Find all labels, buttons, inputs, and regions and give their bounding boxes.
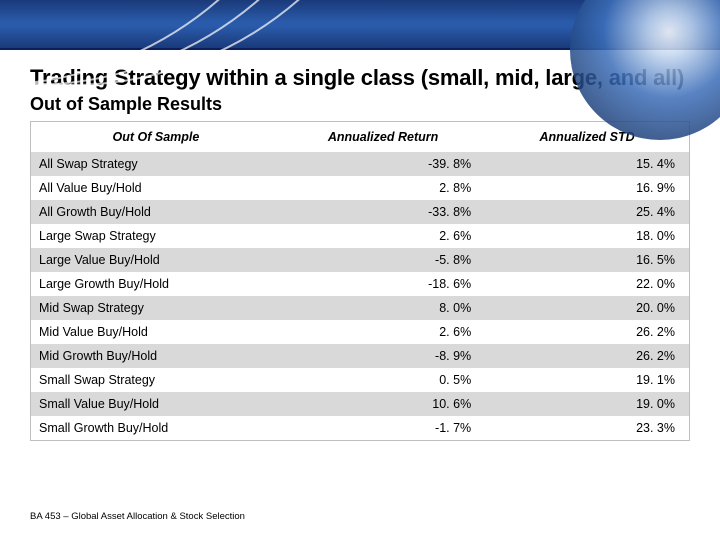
cell-return: 2. 6% (281, 320, 485, 344)
cell-return: -33. 8% (281, 200, 485, 224)
table-row: Small Swap Strategy0. 5%19. 1% (31, 368, 690, 392)
cell-strategy: Small Swap Strategy (31, 368, 281, 392)
cell-return: 10. 6% (281, 392, 485, 416)
table-body: All Swap Strategy-39. 8%15. 4%All Value … (31, 152, 690, 441)
cell-std: 20. 0% (485, 296, 689, 320)
table-row: All Value Buy/Hold2. 8%16. 9% (31, 176, 690, 200)
col-header-return: Annualized Return (281, 121, 485, 152)
cell-strategy: Large Swap Strategy (31, 224, 281, 248)
cell-strategy: Large Value Buy/Hold (31, 248, 281, 272)
table-header-row: Out Of Sample Annualized Return Annualiz… (31, 121, 690, 152)
cell-std: 19. 0% (485, 392, 689, 416)
table-row: All Growth Buy/Hold-33. 8%25. 4% (31, 200, 690, 224)
cell-strategy: Small Growth Buy/Hold (31, 416, 281, 441)
cell-std: 25. 4% (485, 200, 689, 224)
cell-return: -8. 9% (281, 344, 485, 368)
table-row: Large Growth Buy/Hold-18. 6%22. 0% (31, 272, 690, 296)
table-row: Mid Growth Buy/Hold-8. 9%26. 2% (31, 344, 690, 368)
cell-std: 15. 4% (485, 152, 689, 176)
table-row: Mid Swap Strategy8. 0%20. 0% (31, 296, 690, 320)
table-row: Large Value Buy/Hold-5. 8%16. 5% (31, 248, 690, 272)
cell-strategy: Mid Growth Buy/Hold (31, 344, 281, 368)
cell-return: -5. 8% (281, 248, 485, 272)
cell-std: 16. 9% (485, 176, 689, 200)
cell-return: 8. 0% (281, 296, 485, 320)
cell-strategy: Large Growth Buy/Hold (31, 272, 281, 296)
cell-std: 23. 3% (485, 416, 689, 441)
top-banner (0, 0, 720, 48)
cell-std: 22. 0% (485, 272, 689, 296)
cell-strategy: Mid Value Buy/Hold (31, 320, 281, 344)
cell-std: 16. 5% (485, 248, 689, 272)
cell-strategy: All Value Buy/Hold (31, 176, 281, 200)
col-header-strategy: Out Of Sample (31, 121, 281, 152)
table-row: Large Swap Strategy2. 6%18. 0% (31, 224, 690, 248)
cell-std: 19. 1% (485, 368, 689, 392)
table-row: Mid Value Buy/Hold2. 6%26. 2% (31, 320, 690, 344)
cell-return: -18. 6% (281, 272, 485, 296)
cell-return: 2. 6% (281, 224, 485, 248)
cell-strategy: Small Value Buy/Hold (31, 392, 281, 416)
cell-return: -39. 8% (281, 152, 485, 176)
banner-arcs (0, 6, 420, 42)
results-table: Out Of Sample Annualized Return Annualiz… (30, 121, 690, 441)
cell-strategy: Mid Swap Strategy (31, 296, 281, 320)
cell-strategy: All Growth Buy/Hold (31, 200, 281, 224)
cell-return: -1. 7% (281, 416, 485, 441)
table-row: Small Growth Buy/Hold-1. 7%23. 3% (31, 416, 690, 441)
slide-footer: BA 453 – Global Asset Allocation & Stock… (30, 511, 245, 522)
cell-return: 2. 8% (281, 176, 485, 200)
cell-std: 18. 0% (485, 224, 689, 248)
cell-strategy: All Swap Strategy (31, 152, 281, 176)
cell-return: 0. 5% (281, 368, 485, 392)
table-row: All Swap Strategy-39. 8%15. 4% (31, 152, 690, 176)
table-row: Small Value Buy/Hold10. 6%19. 0% (31, 392, 690, 416)
cell-std: 26. 2% (485, 320, 689, 344)
cell-std: 26. 2% (485, 344, 689, 368)
